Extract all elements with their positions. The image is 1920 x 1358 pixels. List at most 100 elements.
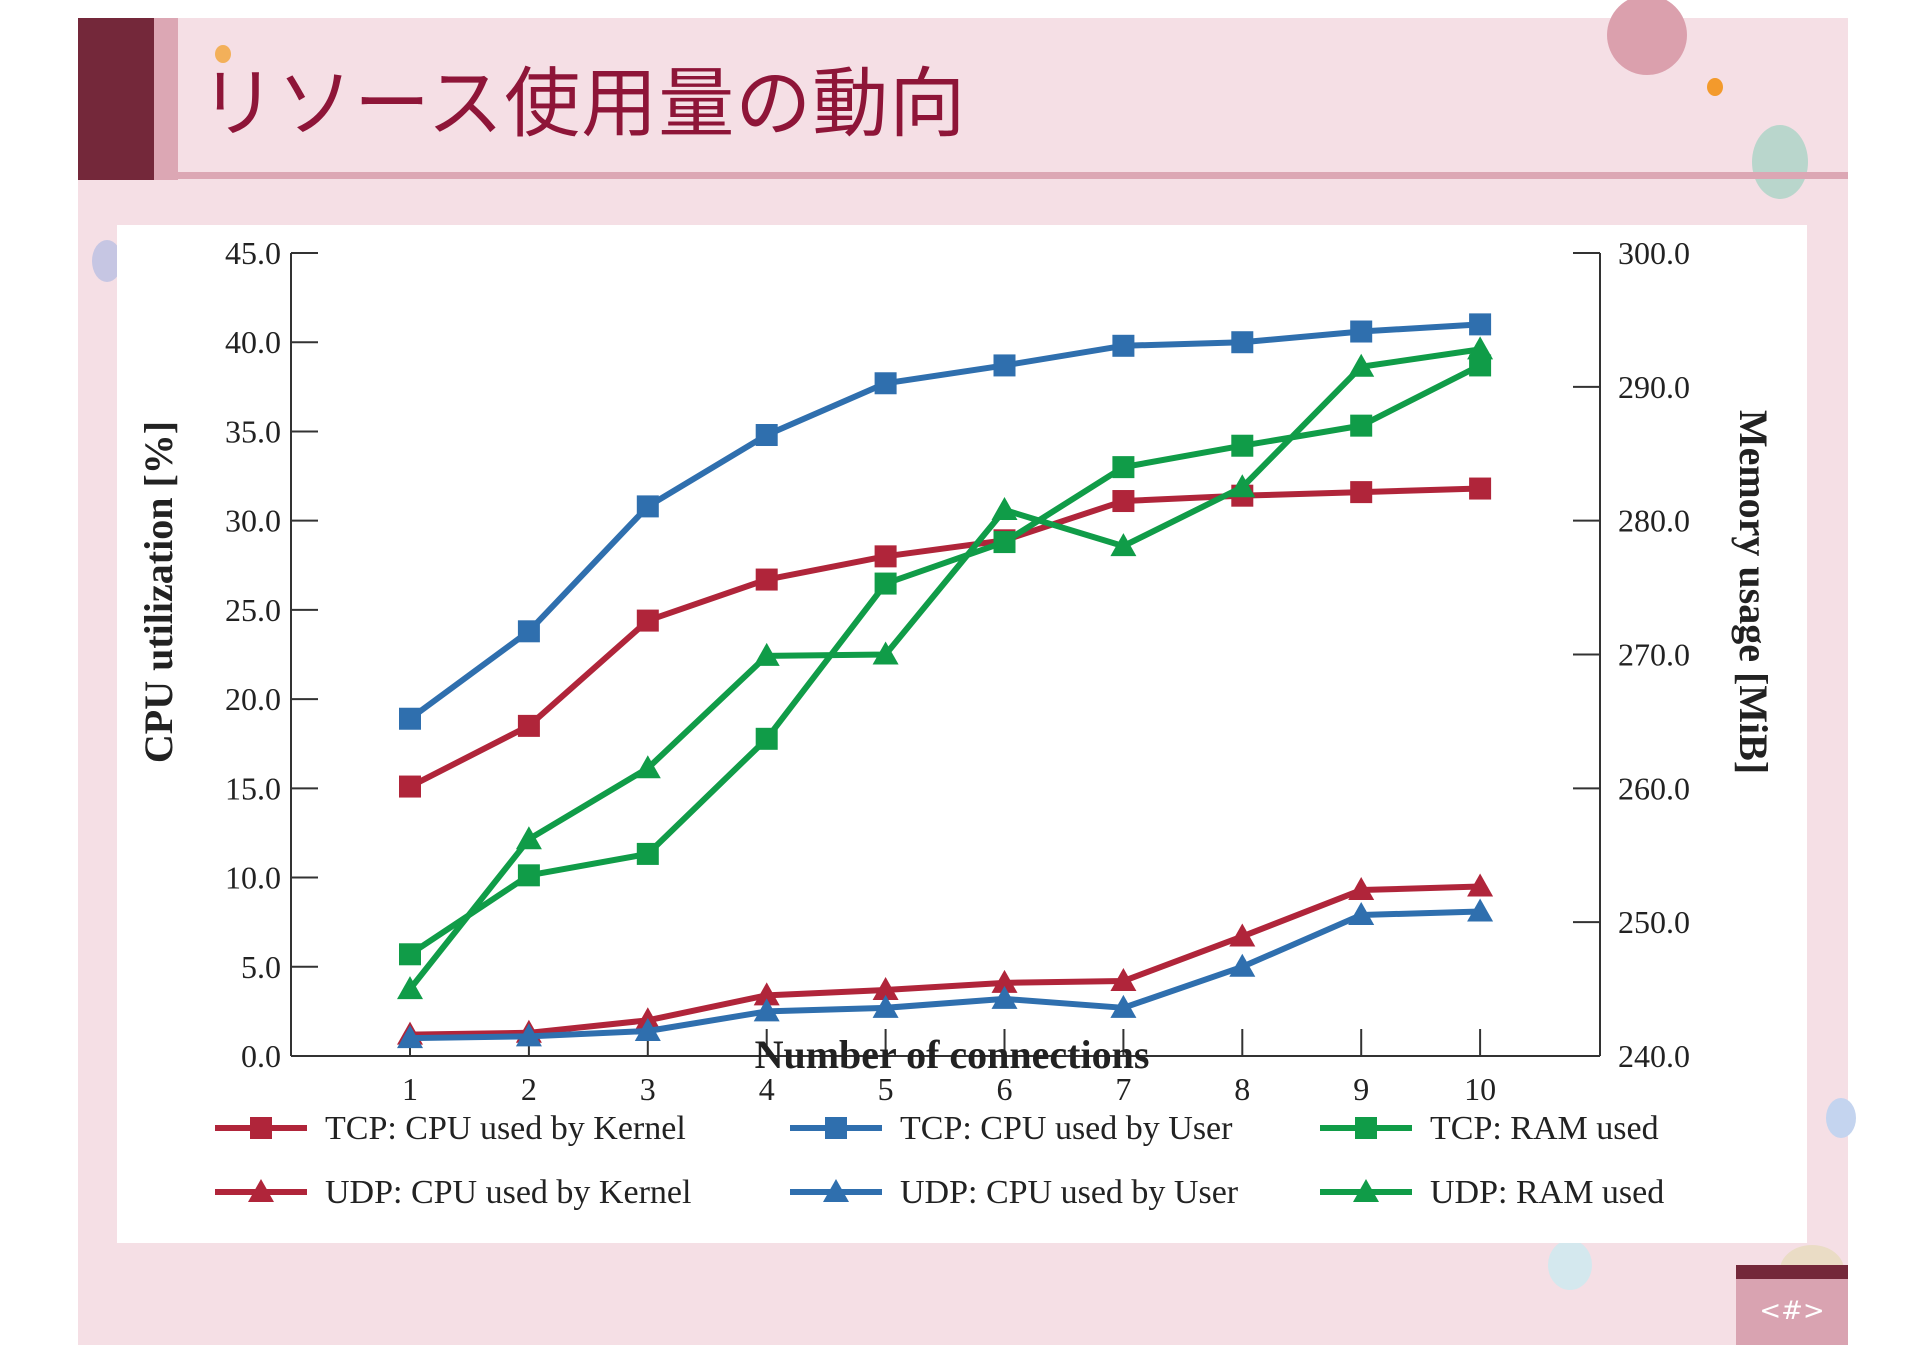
data-point [753, 642, 780, 666]
legend-label: TCP: RAM used [1430, 1110, 1659, 1147]
decorative-dot [215, 45, 231, 63]
data-point [1348, 902, 1375, 926]
data-point [1350, 320, 1373, 343]
data-point [1350, 414, 1373, 437]
data-point [399, 775, 421, 798]
legend-marker [823, 1179, 849, 1202]
y-tick-label: 15.0 [225, 770, 281, 806]
data-point [1229, 953, 1256, 977]
page-number: <#> [1736, 1265, 1848, 1345]
y2-tick-label: 240.0 [1618, 1038, 1690, 1074]
y2-tick-label: 250.0 [1618, 904, 1690, 940]
data-point [874, 372, 897, 395]
x-tick-label: 10 [1464, 1071, 1496, 1107]
data-point [1231, 331, 1254, 354]
data-point [634, 1018, 661, 1042]
data-point [753, 998, 780, 1022]
y-tick-label: 30.0 [225, 503, 281, 539]
data-point [1112, 490, 1135, 513]
x-tick-label: 5 [878, 1071, 894, 1107]
data-point [397, 1025, 423, 1049]
x-tick-label: 8 [1234, 1071, 1250, 1107]
data-point [1229, 923, 1256, 947]
data-point [872, 994, 899, 1018]
data-point [397, 976, 423, 1000]
chart-card [117, 225, 1807, 1243]
series-line [407, 346, 1481, 991]
data-point [755, 727, 778, 750]
data-point [517, 714, 540, 737]
data-point [399, 707, 421, 730]
x-tick-label: 1 [402, 1071, 418, 1107]
data-point [1467, 336, 1494, 360]
data-point [1469, 354, 1492, 377]
y2-tick-label: 300.0 [1618, 235, 1690, 271]
data-point [1110, 994, 1137, 1018]
header-accent-block [78, 18, 154, 180]
decorative-circle [1826, 1098, 1856, 1138]
legend-marker [248, 1179, 274, 1202]
data-point [991, 985, 1018, 1009]
data-point [755, 568, 778, 591]
legend-label: TCP: CPU used by User [900, 1110, 1233, 1147]
legend-label: UDP: CPU used by User [900, 1174, 1239, 1211]
series-line [408, 485, 1481, 790]
data-point [1112, 456, 1135, 479]
series-line [409, 908, 1481, 1042]
data-point [1350, 481, 1373, 504]
data-point [874, 545, 897, 568]
data-point [993, 531, 1016, 554]
data-point [1112, 334, 1135, 357]
y-axis-label: CPU utilization [%] [136, 421, 181, 763]
y-tick-label: 20.0 [225, 681, 281, 717]
data-point [1110, 968, 1137, 992]
legend-label: TCP: CPU used by Kernel [325, 1110, 686, 1147]
legend-marker [1353, 1179, 1379, 1202]
x-axis-label: Number of connections [755, 1032, 1150, 1077]
data-point [1348, 877, 1375, 901]
x-tick-label: 3 [640, 1071, 656, 1107]
data-point [874, 572, 897, 595]
y-tick-label: 5.0 [241, 949, 281, 985]
series-line [409, 883, 1481, 1038]
x-tick-label: 2 [521, 1071, 537, 1107]
data-point [872, 976, 899, 1000]
x-tick-label: 4 [759, 1071, 775, 1107]
data-point [1469, 477, 1492, 500]
data-point [1467, 898, 1494, 922]
data-point [636, 609, 659, 632]
decorative-circle [1548, 1240, 1592, 1290]
data-point [755, 424, 778, 447]
data-point [636, 842, 659, 865]
data-point [991, 969, 1018, 993]
legend-marker [1355, 1117, 1377, 1139]
y-tick-label: 35.0 [225, 413, 281, 449]
y2-tick-label: 260.0 [1618, 770, 1690, 806]
x-tick-label: 7 [1115, 1071, 1131, 1107]
y-tick-label: 45.0 [225, 235, 281, 271]
y2-tick-label: 270.0 [1618, 637, 1690, 673]
x-tick-label: 6 [997, 1071, 1013, 1107]
y2-axis-label: Memory usage [MiB] [1731, 410, 1776, 774]
legend-label: UDP: CPU used by Kernel [325, 1174, 691, 1211]
decorative-circle [1607, 0, 1687, 75]
data-point [993, 354, 1016, 377]
data-point [636, 495, 659, 518]
y-tick-label: 40.0 [225, 324, 281, 360]
series-line [408, 321, 1481, 722]
data-point [1467, 873, 1494, 897]
data-point [515, 826, 542, 850]
series-line [408, 362, 1482, 957]
y2-tick-label: 290.0 [1618, 369, 1690, 405]
y2-tick-label: 280.0 [1618, 503, 1690, 539]
legend-marker [825, 1117, 847, 1139]
legend-marker [250, 1117, 272, 1139]
data-point [1231, 434, 1254, 457]
header-accent-strip [154, 18, 178, 180]
y-tick-label: 10.0 [225, 860, 281, 896]
slide-title: リソース使用量の動向 [200, 59, 967, 148]
data-point [634, 755, 661, 779]
legend-label: UDP: RAM used [1430, 1174, 1664, 1211]
data-point [517, 864, 540, 887]
